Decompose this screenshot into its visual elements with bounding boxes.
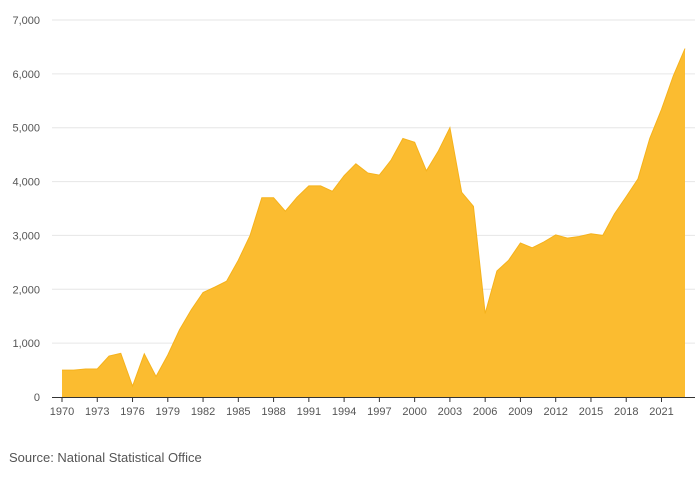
x-tick-label: 1991: [297, 406, 321, 418]
x-tick-label: 1979: [156, 406, 180, 418]
x-tick-label: 2006: [473, 406, 497, 418]
area-line: [62, 48, 686, 388]
x-tick-label: 1976: [120, 406, 144, 418]
y-tick-label: 4,000: [12, 177, 40, 189]
source-note: Source: National Statistical Office: [9, 450, 202, 465]
x-tick-label: 2000: [402, 406, 426, 418]
y-tick-label: 6,000: [12, 69, 40, 81]
x-tick-label: 2003: [438, 406, 462, 418]
y-tick-label: 1,000: [12, 338, 40, 350]
area-fill: [62, 48, 685, 397]
x-tick-label: 1970: [50, 406, 74, 418]
y-axis-ticks: 0 1,000 2,000 3,000 4,000 5,000 6,000 7,000: [12, 15, 40, 404]
x-tick-label: 1973: [85, 406, 109, 418]
x-tick-label: 1985: [226, 406, 250, 418]
y-tick-label: 3,000: [12, 230, 40, 242]
x-tick-label: 1997: [367, 406, 391, 418]
x-tick-label: 2018: [614, 406, 638, 418]
y-tick-label: 7,000: [12, 15, 40, 27]
y-tick-label: 2,000: [12, 284, 40, 296]
x-tick-label: 2009: [508, 406, 532, 418]
x-tick-label: 1982: [191, 406, 215, 418]
x-axis-ticks: 1970 1973 1976 1979 1982 1985 1988 1991 1994 1997…: [50, 397, 674, 418]
y-tick-label: 0: [34, 392, 40, 404]
y-tick-label: 5,000: [12, 123, 40, 135]
x-tick-label: 1994: [332, 406, 356, 418]
x-tick-label: 1988: [261, 406, 285, 418]
area-series: [62, 48, 686, 397]
x-tick-label: 2012: [543, 406, 567, 418]
x-tick-label: 2015: [579, 406, 603, 418]
x-tick-label: 2021: [649, 406, 673, 418]
